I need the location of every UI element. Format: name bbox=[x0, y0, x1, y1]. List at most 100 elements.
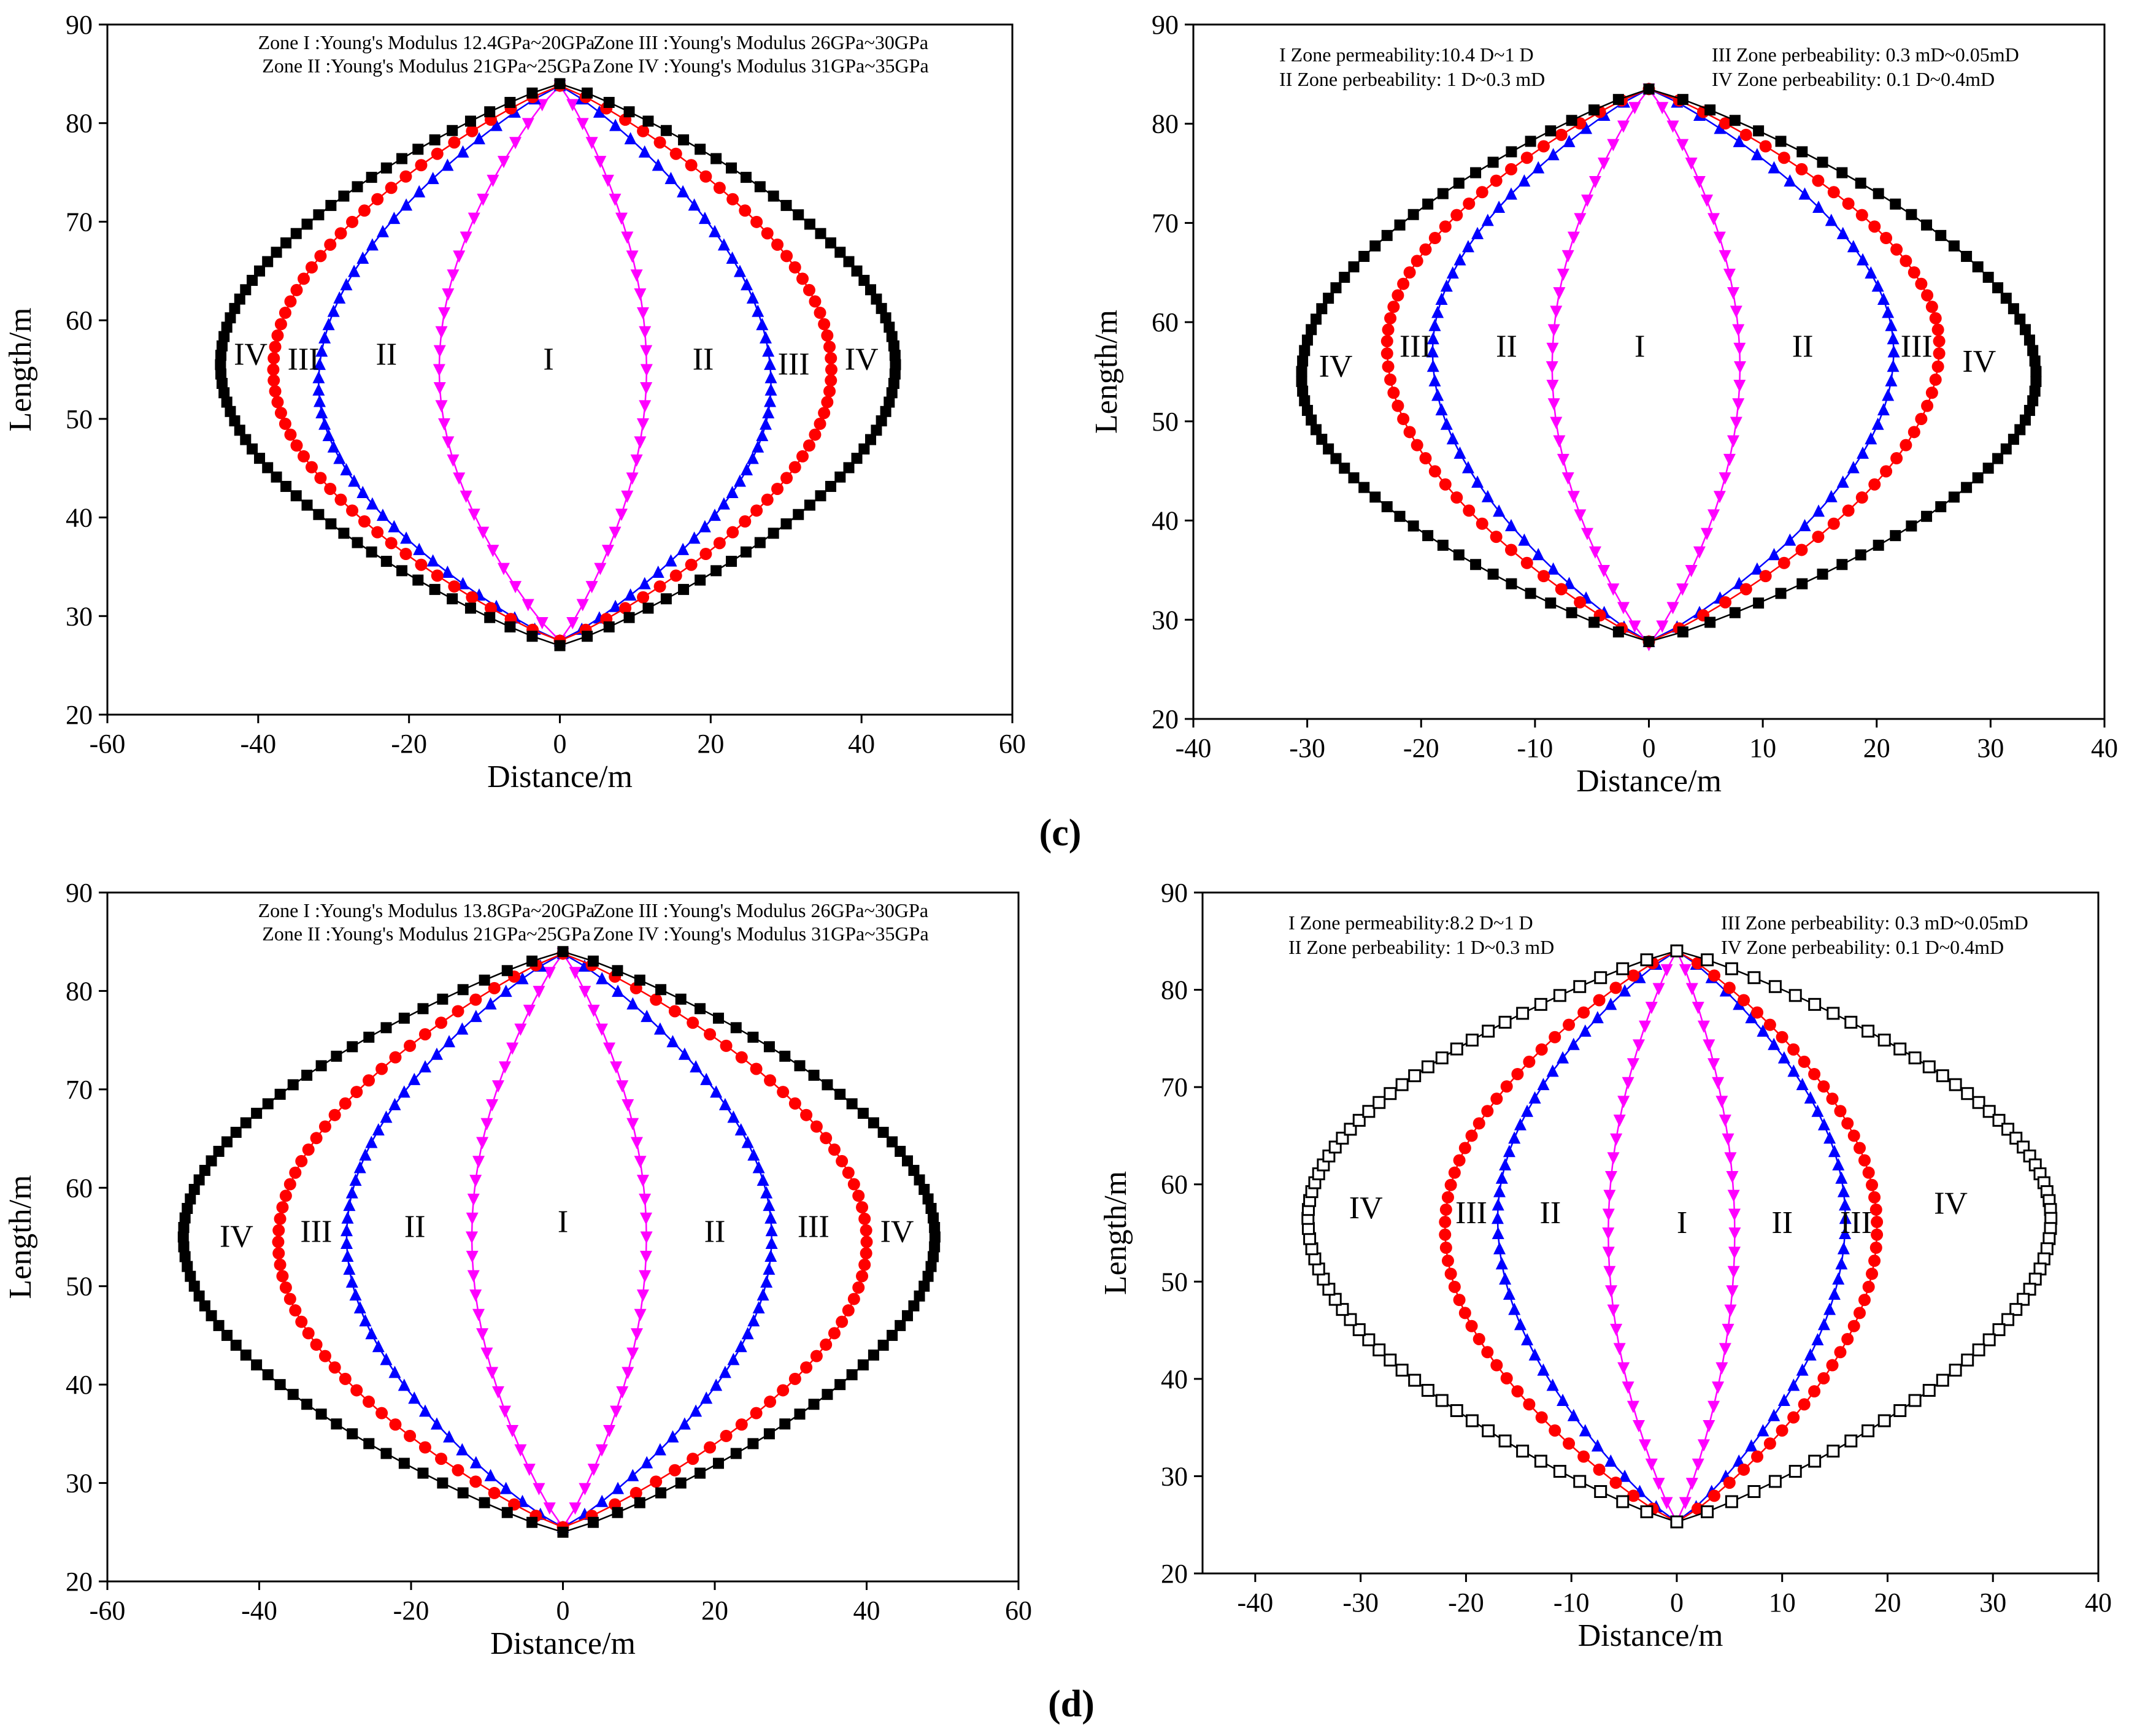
data-point bbox=[710, 565, 722, 577]
data-point bbox=[1537, 1078, 1550, 1091]
data-point bbox=[1925, 301, 1938, 313]
data-point bbox=[1812, 200, 1825, 213]
data-point bbox=[851, 265, 863, 277]
data-point bbox=[1842, 197, 1855, 210]
zone-label: II bbox=[1540, 1196, 1561, 1231]
data-point bbox=[498, 1405, 511, 1418]
data-point bbox=[1768, 1408, 1781, 1421]
data-point bbox=[1537, 140, 1550, 153]
data-point bbox=[254, 453, 266, 464]
data-point bbox=[1908, 426, 1920, 439]
data-point bbox=[229, 415, 241, 427]
data-point bbox=[820, 1338, 833, 1351]
data-point bbox=[1759, 570, 1772, 583]
data-point bbox=[1591, 1011, 1604, 1024]
data-point bbox=[842, 1304, 855, 1317]
data-point bbox=[349, 1288, 362, 1301]
data-point bbox=[1444, 1267, 1457, 1280]
data-point bbox=[1525, 588, 1536, 599]
data-point bbox=[435, 1453, 448, 1465]
data-point bbox=[318, 1350, 331, 1362]
data-point bbox=[356, 252, 369, 264]
data-point bbox=[1607, 1152, 1620, 1165]
data-point bbox=[1707, 969, 1720, 982]
data-point bbox=[497, 563, 510, 575]
data-point bbox=[1492, 1226, 1504, 1239]
data-point bbox=[884, 396, 895, 408]
data-point bbox=[846, 1098, 858, 1110]
data-point bbox=[1525, 136, 1536, 147]
data-point bbox=[1604, 997, 1617, 1010]
data-point bbox=[314, 472, 327, 485]
data-point bbox=[623, 612, 635, 623]
data-point bbox=[347, 1428, 358, 1440]
data-point bbox=[1602, 1246, 1615, 1259]
data-point bbox=[760, 1186, 773, 1199]
data-point bbox=[1922, 1384, 1936, 1397]
data-point bbox=[430, 1047, 443, 1060]
data-point bbox=[815, 228, 826, 239]
data-point bbox=[452, 1005, 464, 1018]
data-point bbox=[1607, 1304, 1620, 1317]
data-point bbox=[1369, 491, 1381, 503]
data-point bbox=[1471, 475, 1484, 488]
data-point bbox=[479, 1497, 490, 1508]
data-point bbox=[215, 368, 227, 380]
data-point bbox=[464, 115, 476, 127]
data-point bbox=[1613, 1115, 1626, 1127]
data-point bbox=[726, 526, 739, 539]
legend-annotation: Zone IV :Young's Modulus 31GPa~35GPa bbox=[593, 55, 928, 77]
data-point bbox=[1757, 1424, 1769, 1437]
data-point bbox=[442, 436, 455, 449]
data-point bbox=[1463, 197, 1476, 210]
data-point bbox=[1339, 463, 1350, 474]
data-point bbox=[1384, 373, 1397, 386]
data-point bbox=[340, 1224, 353, 1237]
data-point bbox=[763, 1428, 775, 1440]
data-point bbox=[1547, 148, 1560, 161]
data-point bbox=[487, 174, 499, 187]
zone-label: II bbox=[404, 1210, 426, 1245]
data-point bbox=[1301, 405, 1313, 417]
data-point bbox=[1890, 530, 1901, 542]
data-point bbox=[1381, 229, 1393, 241]
chart-panel-top-right: -40 -30 -20 -10 0 10 20 30 40 20 30 40 50 60 70 80 90 Dis… bbox=[1089, 10, 2118, 799]
x-tick-label: 10 bbox=[1769, 1588, 1796, 1618]
data-point bbox=[1847, 1319, 1860, 1332]
data-point bbox=[822, 1389, 833, 1400]
data-point bbox=[603, 1425, 616, 1438]
data-point bbox=[685, 558, 698, 571]
data-point bbox=[763, 1041, 775, 1053]
data-point bbox=[315, 1408, 327, 1420]
data-point bbox=[858, 275, 870, 286]
data-point bbox=[218, 331, 230, 342]
chart-panel-bottom-right: -40 -30 -20 -10 0 10 20 30 40 20 30 40 50 60 70 80 90 Dis… bbox=[1098, 878, 2112, 1653]
data-point bbox=[433, 382, 446, 394]
data-point bbox=[2017, 1292, 2030, 1306]
data-point bbox=[886, 387, 898, 399]
data-point bbox=[616, 1386, 629, 1399]
data-point bbox=[466, 1231, 478, 1244]
data-point bbox=[1788, 989, 1802, 1002]
data-point bbox=[754, 537, 766, 548]
data-point bbox=[668, 1005, 681, 1018]
data-point bbox=[582, 87, 593, 99]
data-point bbox=[274, 1379, 286, 1391]
data-point bbox=[1666, 120, 1679, 133]
data-point bbox=[685, 159, 698, 172]
data-point bbox=[491, 1080, 504, 1093]
data-point bbox=[1588, 176, 1601, 189]
data-point bbox=[1617, 120, 1630, 133]
data-point bbox=[587, 1464, 600, 1477]
zone-label: IV bbox=[880, 1215, 914, 1250]
data-point bbox=[1450, 1042, 1463, 1056]
data-point bbox=[1553, 435, 1566, 448]
data-point bbox=[1915, 277, 1928, 290]
data-point bbox=[727, 1353, 740, 1365]
data-point bbox=[476, 1137, 489, 1150]
data-point bbox=[358, 204, 371, 217]
data-point bbox=[490, 118, 502, 131]
x-tick-label: 30 bbox=[1979, 1588, 2006, 1618]
data-point bbox=[1719, 472, 1731, 485]
data-point bbox=[1787, 1378, 1800, 1391]
